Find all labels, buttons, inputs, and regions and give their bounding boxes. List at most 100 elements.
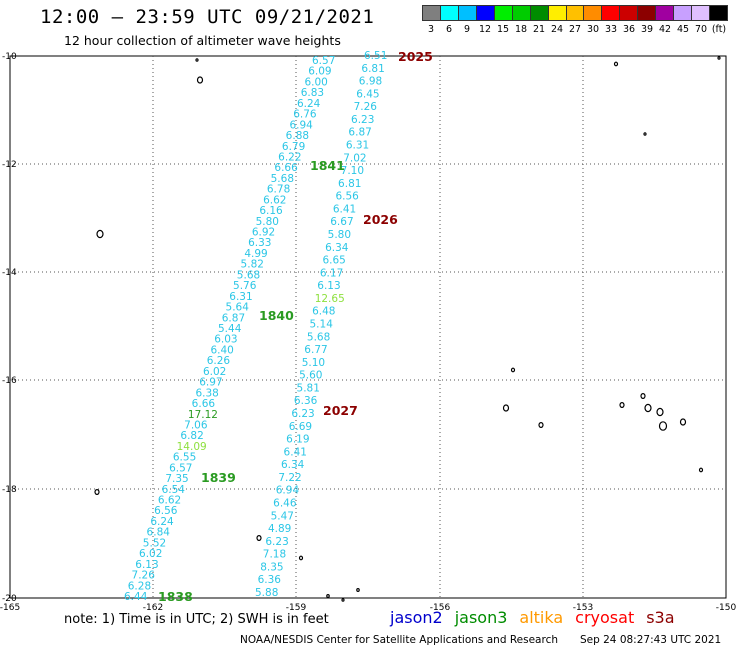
left-track-value: 6.31 bbox=[229, 291, 252, 303]
left-track-value: 6.28 bbox=[128, 580, 151, 592]
right-track-value: 6.77 bbox=[304, 344, 327, 356]
left-track-value: 7.06 bbox=[184, 419, 208, 431]
right-track-value: 5.81 bbox=[297, 382, 320, 394]
right-track-value: 6.51 bbox=[364, 50, 387, 62]
left-track-value: 6.78 bbox=[267, 184, 290, 196]
left-track-value: 6.88 bbox=[286, 130, 309, 142]
colorbar-label: 45 bbox=[676, 24, 690, 35]
left-track-value: 6.82 bbox=[180, 430, 203, 442]
colorbar-label: 42 bbox=[658, 24, 672, 35]
left-track-value: 4.99 bbox=[244, 248, 267, 260]
right-track-value: 6.46 bbox=[273, 498, 297, 510]
lat-label: -16 bbox=[2, 376, 17, 386]
colorbar-swatch bbox=[423, 6, 441, 20]
right-track-value: 6.31 bbox=[346, 140, 369, 152]
left-track-value: 6.33 bbox=[248, 237, 271, 249]
left-track-value: 6.13 bbox=[135, 559, 158, 571]
map-note: note: 1) Time is in UTC; 2) SWH is in fe… bbox=[64, 612, 329, 627]
left-track-value: 5.64 bbox=[226, 302, 250, 314]
island-outline bbox=[298, 555, 304, 561]
right-track-value: 6.13 bbox=[317, 280, 340, 292]
colorbar-swatch bbox=[494, 6, 513, 20]
left-track-value: 6.62 bbox=[158, 495, 181, 507]
right-track-value: 12.65 bbox=[315, 293, 345, 305]
left-track-value: 6.79 bbox=[282, 141, 305, 153]
generation-timestamp: Sep 24 08:27:43 UTC 2021 bbox=[580, 634, 722, 646]
left-track-value: 6.57 bbox=[169, 462, 192, 474]
left-track-value: 6.62 bbox=[263, 194, 286, 206]
left-track-value: 5.68 bbox=[271, 173, 294, 185]
left-track-value: 6.84 bbox=[147, 527, 171, 539]
lon-label: -159 bbox=[286, 603, 307, 613]
left-track-value: 5.44 bbox=[218, 323, 242, 335]
left-track-value: 6.00 bbox=[304, 76, 327, 88]
lon-label: -150 bbox=[716, 603, 737, 613]
island-outline bbox=[640, 393, 646, 400]
right-track-value: 7.02 bbox=[343, 152, 366, 164]
left-track-value: 7.35 bbox=[165, 473, 188, 485]
pass-tag: 1838 bbox=[158, 589, 193, 604]
satellite-cryosat: cryosat bbox=[575, 608, 635, 627]
satellite-jason3: jason3 bbox=[454, 608, 508, 627]
colorbar-label: 30 bbox=[586, 24, 600, 35]
right-track-value: 5.60 bbox=[299, 370, 322, 382]
right-track-value: 7.18 bbox=[263, 549, 286, 561]
island-outline bbox=[698, 467, 704, 473]
colorbar-label: 18 bbox=[514, 24, 528, 35]
left-track-value: 6.22 bbox=[278, 151, 301, 163]
island-outlines bbox=[94, 56, 721, 602]
island-outline bbox=[94, 489, 100, 496]
right-track-value: 6.34 bbox=[325, 242, 349, 254]
colorbar-swatch bbox=[530, 6, 549, 20]
right-track-value: 6.65 bbox=[322, 255, 345, 267]
island-outline bbox=[658, 421, 668, 431]
colorbar-swatches bbox=[422, 5, 728, 21]
left-track-value: 5.80 bbox=[256, 216, 279, 228]
island-outline bbox=[679, 418, 687, 426]
right-track-value: 6.23 bbox=[351, 114, 374, 126]
colorbar-swatch bbox=[602, 6, 621, 20]
lat-label: -12 bbox=[2, 160, 17, 170]
right-track-value: 6.67 bbox=[330, 216, 353, 228]
colorbar-labels: 3 6 9 12 15 18 21 24 27 30 33 36 39 42 45 70 (ft) bbox=[422, 24, 728, 35]
left-track-value: 6.56 bbox=[154, 505, 178, 517]
right-track-value: 7.10 bbox=[341, 165, 364, 177]
colorbar-label: 24 bbox=[550, 24, 564, 35]
map-subtitle: 12 hour collection of altimeter wave hei… bbox=[64, 33, 341, 48]
satellite-legend: jason2 jason3 altika cryosat s3a bbox=[390, 608, 687, 627]
right-track-value: 4.89 bbox=[268, 523, 291, 535]
pass-tag: 1839 bbox=[201, 470, 236, 485]
satellite-altika: altika bbox=[519, 608, 564, 627]
left-track-value: 6.97 bbox=[199, 377, 222, 389]
colorbar-label: 15 bbox=[496, 24, 510, 35]
right-track-value: 6.94 bbox=[276, 485, 300, 497]
island-outline bbox=[644, 403, 652, 413]
lon-label: -153 bbox=[573, 603, 593, 613]
island-outline bbox=[195, 58, 199, 62]
right-track-value: 5.10 bbox=[302, 357, 325, 369]
right-track-value: 8.35 bbox=[260, 561, 283, 573]
colorbar-label: 36 bbox=[622, 24, 636, 35]
colorbar-swatch bbox=[440, 6, 459, 20]
lon-label: -156 bbox=[430, 603, 451, 613]
left-track-value: 5.52 bbox=[143, 537, 166, 549]
island-outline bbox=[326, 593, 330, 599]
left-track-value: 6.24 bbox=[150, 516, 174, 528]
left-track-value: 6.38 bbox=[195, 387, 218, 399]
left-track-value: 6.66 bbox=[192, 398, 216, 410]
left-track-value: 14.09 bbox=[177, 441, 207, 453]
lat-label: -20 bbox=[2, 594, 17, 604]
lat-label: -14 bbox=[2, 268, 17, 278]
map-frame bbox=[9, 55, 727, 599]
lon-label: -162 bbox=[143, 603, 163, 613]
left-track-value: 6.76 bbox=[293, 109, 317, 121]
right-track-value: 6.45 bbox=[356, 88, 379, 100]
right-track-value: 6.34 bbox=[281, 459, 305, 471]
left-track-value: 6.57 bbox=[312, 55, 335, 67]
island-outline bbox=[196, 76, 204, 84]
island-outline bbox=[356, 587, 360, 593]
colorbar-label: 27 bbox=[568, 24, 582, 35]
island-outline bbox=[341, 598, 345, 602]
left-track-value: 6.09 bbox=[308, 66, 331, 78]
